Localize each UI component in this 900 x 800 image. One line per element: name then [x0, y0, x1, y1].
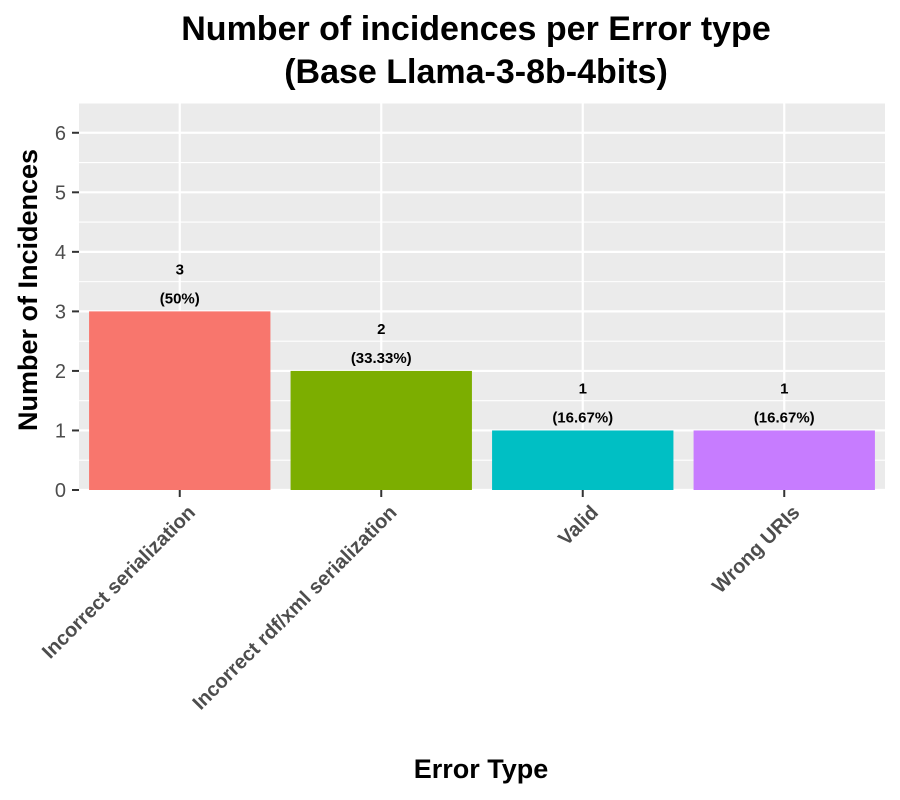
y-tick-label: 4 [55, 242, 66, 264]
bar-count-label: 1 [579, 380, 587, 397]
bar-percent-label: (50%) [160, 290, 200, 307]
bar-labels: 3 (50%) 2 (33.33%) 1 (16.67%) 1 (16.67%) [160, 261, 815, 426]
bar-percent-label: (33.33%) [351, 350, 412, 367]
bar-percent-label: (16.67%) [754, 409, 815, 426]
bar-percent-label: (16.67%) [552, 409, 613, 426]
y-tick-label: 2 [55, 361, 66, 383]
x-tick-label: Incorrect rdf/xml serialization [189, 502, 402, 715]
y-tick-label: 3 [55, 301, 66, 323]
y-tick-label: 6 [55, 123, 66, 145]
x-tick-label: Incorrect serialization [38, 502, 200, 664]
chart-subtitle: (Base Llama-3-8b-4bits) [284, 53, 668, 91]
y-tick-label: 5 [55, 182, 66, 204]
y-tick-label: 0 [55, 480, 66, 502]
y-axis: 0 1 2 3 4 5 6 [55, 123, 79, 502]
y-axis-title: Number of Incidences [13, 149, 43, 431]
bar [693, 430, 875, 490]
bar [492, 430, 674, 490]
x-axis-title: Error Type [414, 754, 549, 784]
bar-count-label: 3 [176, 261, 184, 278]
y-tick-label: 1 [55, 420, 66, 442]
chart-title: Number of incidences per Error type [181, 10, 771, 48]
x-tick-label: Wrong URIs [708, 502, 804, 598]
bar-count-label: 1 [780, 380, 788, 397]
bar [89, 311, 271, 490]
bars [89, 311, 875, 490]
x-tick-label: Valid [554, 502, 603, 551]
bar-count-label: 2 [377, 321, 385, 338]
bar [290, 370, 472, 490]
